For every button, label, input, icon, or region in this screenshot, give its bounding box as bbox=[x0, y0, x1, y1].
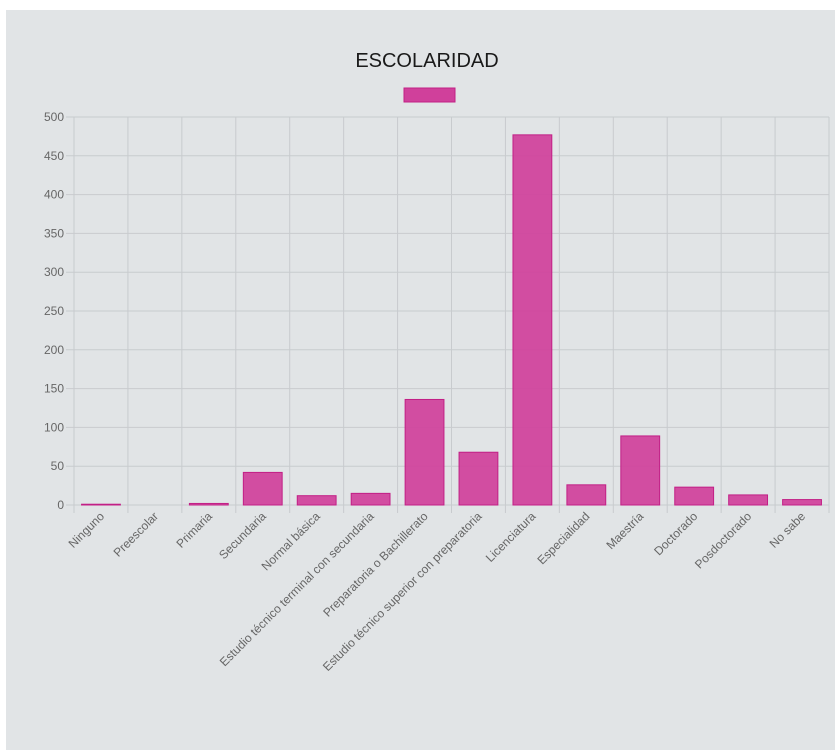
bar-0[interactable] bbox=[81, 503, 121, 506]
bars bbox=[81, 134, 822, 506]
y-tick-label: 0 bbox=[57, 498, 64, 512]
y-tick-label: 150 bbox=[44, 382, 64, 396]
x-axis-ticks: Ninguno Preescolar Primaria SecundariaNorma… bbox=[66, 509, 809, 674]
x-tick-label: Licenciatura bbox=[483, 509, 539, 565]
y-tick-label: 400 bbox=[44, 188, 64, 202]
bar-9[interactable] bbox=[566, 484, 607, 506]
x-tick-label: Posdoctorado bbox=[692, 509, 754, 571]
y-axis-ticks: 0 50 100 150 200 250 300 350 400 450 500 bbox=[44, 110, 64, 512]
x-tick-label: Ninguno bbox=[66, 509, 108, 551]
y-tick-label: 450 bbox=[44, 149, 64, 163]
x-tick-label: No sabe bbox=[767, 509, 809, 551]
x-tick-label: Especialidad bbox=[534, 509, 592, 567]
bar-13[interactable] bbox=[782, 499, 822, 506]
x-tick-label: Preescolar bbox=[111, 509, 161, 559]
chart-title: ESCOLARIDAD bbox=[355, 50, 498, 72]
bar-4[interactable] bbox=[296, 495, 337, 506]
bar-8[interactable] bbox=[512, 134, 553, 506]
bar-6[interactable] bbox=[404, 398, 445, 506]
y-tick-label: 200 bbox=[44, 343, 64, 357]
bar-chart: ESCOLARIDAD 0 50 100 150 200 250 300 350 400 450 5… bbox=[44, 50, 830, 674]
y-tick-label: 300 bbox=[44, 265, 64, 279]
y-tick-label: 350 bbox=[44, 226, 64, 240]
y-tick-label: 250 bbox=[44, 304, 64, 318]
x-tick-label: Primaria bbox=[173, 509, 215, 551]
bar-10[interactable] bbox=[620, 435, 661, 506]
legend-swatch[interactable] bbox=[403, 87, 456, 103]
grid-lines bbox=[66, 116, 830, 513]
bar-12[interactable] bbox=[728, 494, 769, 506]
y-tick-label: 50 bbox=[51, 459, 65, 473]
bar-3[interactable] bbox=[242, 471, 283, 506]
x-tick-label: Maestría bbox=[603, 509, 646, 552]
x-tick-label: Doctorado bbox=[651, 509, 700, 558]
bar-2[interactable] bbox=[188, 502, 229, 506]
bar-7[interactable] bbox=[458, 451, 499, 506]
y-tick-label: 500 bbox=[44, 110, 64, 124]
bar-5[interactable] bbox=[350, 492, 391, 506]
bar-11[interactable] bbox=[674, 486, 715, 506]
x-tick-label: Secundaria bbox=[216, 509, 269, 562]
chart-panel: ESCOLARIDAD 0 50 100 150 200 250 300 350 400 450 5… bbox=[6, 10, 835, 750]
x-tick-label: Preparatoria o Bachillerato bbox=[320, 509, 431, 620]
y-tick-label: 100 bbox=[44, 420, 64, 434]
